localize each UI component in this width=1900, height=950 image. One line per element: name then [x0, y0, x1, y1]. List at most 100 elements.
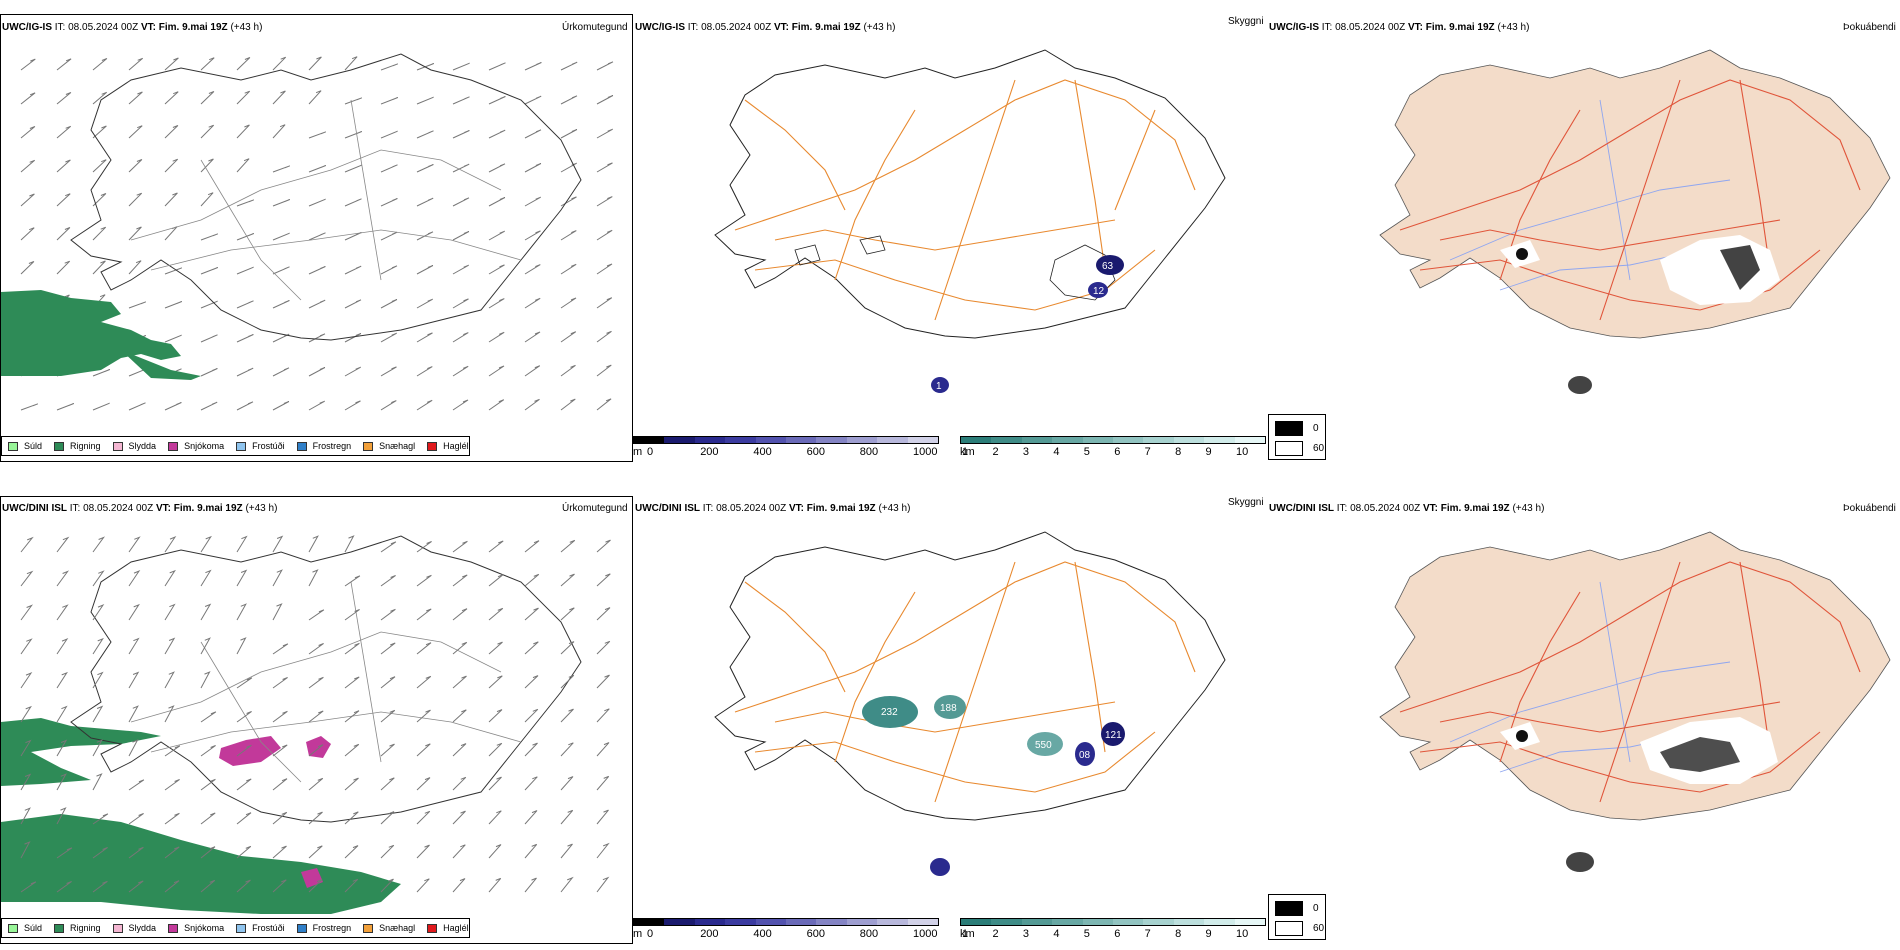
wind-barb [236, 535, 248, 553]
precip-legend-item: Snjókoma [168, 441, 224, 451]
vis-panel-label-1: Skyggni [1228, 16, 1264, 27]
wind-barb [560, 876, 574, 893]
wind-barb [524, 398, 540, 411]
wind-barb [416, 332, 433, 343]
vis-value: 63 [1102, 261, 1114, 272]
vis-colorbar-step [1173, 919, 1205, 925]
wind-barb [272, 845, 287, 859]
wind-barb [272, 569, 283, 587]
wind-barb [488, 163, 506, 173]
wind-barb [200, 267, 218, 275]
height_colorbar-tick: 0 [647, 446, 654, 458]
wind-barb [380, 541, 397, 553]
wind-barb [560, 674, 575, 689]
height-colorbar-step [634, 919, 665, 925]
legend-swatch [8, 441, 18, 451]
wind-barb [308, 56, 322, 71]
wind-barb [200, 569, 212, 587]
wind-barb [560, 573, 575, 587]
vis-colorbar-step [1204, 919, 1235, 925]
precip-legend-2: Súld Rigning Slydda Snjókoma Frostúði Frostre… [1, 918, 470, 938]
wind-barb [452, 298, 469, 309]
precip-panel-label-1: Úrkomutegund [562, 22, 628, 33]
wind-barb [416, 96, 434, 105]
precip-legend-item: Rigning [54, 923, 101, 933]
wind-barb [92, 536, 106, 553]
wind-barb [452, 197, 470, 207]
snow-area [301, 868, 323, 888]
wind-barb [200, 711, 217, 723]
precip-panel-label-2: Úrkomutegund [562, 503, 628, 514]
wind-barb [596, 775, 610, 791]
wind-barb [560, 95, 578, 105]
legend-label: Haglél [443, 441, 469, 451]
precip-panel-title-1: UWC/IG-IS IT: 08.05.2024 00Z VT: Fim. 9.… [2, 22, 263, 33]
wind-barb [308, 333, 326, 343]
wind-barb [308, 131, 327, 139]
legend-label: Snjókoma [184, 923, 225, 933]
wind-barb [200, 812, 216, 825]
wind-barb [416, 709, 431, 723]
precip-legend-item: Slydda [112, 441, 156, 451]
wind-barb [344, 878, 359, 893]
wind-barb [56, 125, 72, 139]
wind-barb [20, 403, 39, 411]
wind-barb [164, 57, 179, 71]
vis_colorbar-tick: 2 [992, 446, 999, 458]
row-1: UWC/IG-IS IT: 08.05.2024 00Z VT: Fim. 9.… [0, 14, 1896, 462]
wind-barb [92, 193, 107, 207]
wind-barb [128, 779, 145, 791]
wind-barb [92, 847, 108, 859]
vis-value: 1 [936, 381, 942, 392]
wind-barb [272, 300, 290, 309]
wind-barb [128, 880, 144, 893]
wind-barb [56, 92, 72, 105]
wind-barb [272, 266, 290, 275]
wind-barb [380, 198, 398, 207]
wind-barb [236, 879, 251, 893]
height-colorbar-step [877, 919, 908, 925]
wind-barb [452, 540, 468, 553]
vis-value: 232 [881, 707, 898, 718]
wind-barb [416, 63, 434, 71]
legend-swatch [168, 441, 179, 451]
wind-barb [164, 812, 180, 825]
wind-barb [596, 128, 613, 139]
wind-barb [308, 90, 322, 105]
wind-barb [380, 332, 397, 343]
wind-barb [20, 604, 34, 621]
height-colorbar-step [907, 437, 939, 443]
vis-panel-title-2: UWC/DINI ISL IT: 08.05.2024 00Z VT: Fim.… [635, 503, 911, 514]
height_colorbar-tick: 600 [806, 446, 825, 458]
precip-legend-item: Frostúði [236, 923, 285, 933]
wind-barb [380, 676, 396, 689]
legend-swatch [296, 923, 307, 933]
wind-barb [20, 570, 34, 587]
wind-barb [236, 124, 250, 139]
fog-legend-swatch [1275, 441, 1303, 456]
height-colorbar-step [816, 919, 847, 925]
precip-legend-item: Snæhagl [363, 923, 415, 933]
precip-legend-item: Frostregn [296, 441, 351, 451]
wind-barb [164, 603, 176, 621]
wind-barb [524, 708, 539, 723]
wind-barb [560, 398, 576, 411]
wind-barb [56, 671, 68, 689]
wind-barb [596, 842, 610, 859]
wind-barb [488, 365, 505, 377]
wind-barb [164, 192, 178, 207]
wind-barb [236, 233, 254, 241]
vis_colorbar-tick: 1 [962, 928, 969, 940]
wind-barb [344, 535, 355, 553]
height_colorbar-tick: 200 [700, 928, 719, 940]
precip-legend-item: Frostúði [236, 441, 285, 451]
wind-barb [20, 536, 34, 553]
wind-barb [524, 540, 540, 553]
wind-barb [92, 58, 108, 71]
vis-colorbar-step [1021, 919, 1053, 925]
wind-barb [524, 196, 541, 207]
wind-barb [56, 403, 74, 411]
wind-barb [200, 57, 215, 71]
wind-barb [416, 743, 431, 757]
vis_colorbar-tick: 10 [1236, 928, 1249, 940]
